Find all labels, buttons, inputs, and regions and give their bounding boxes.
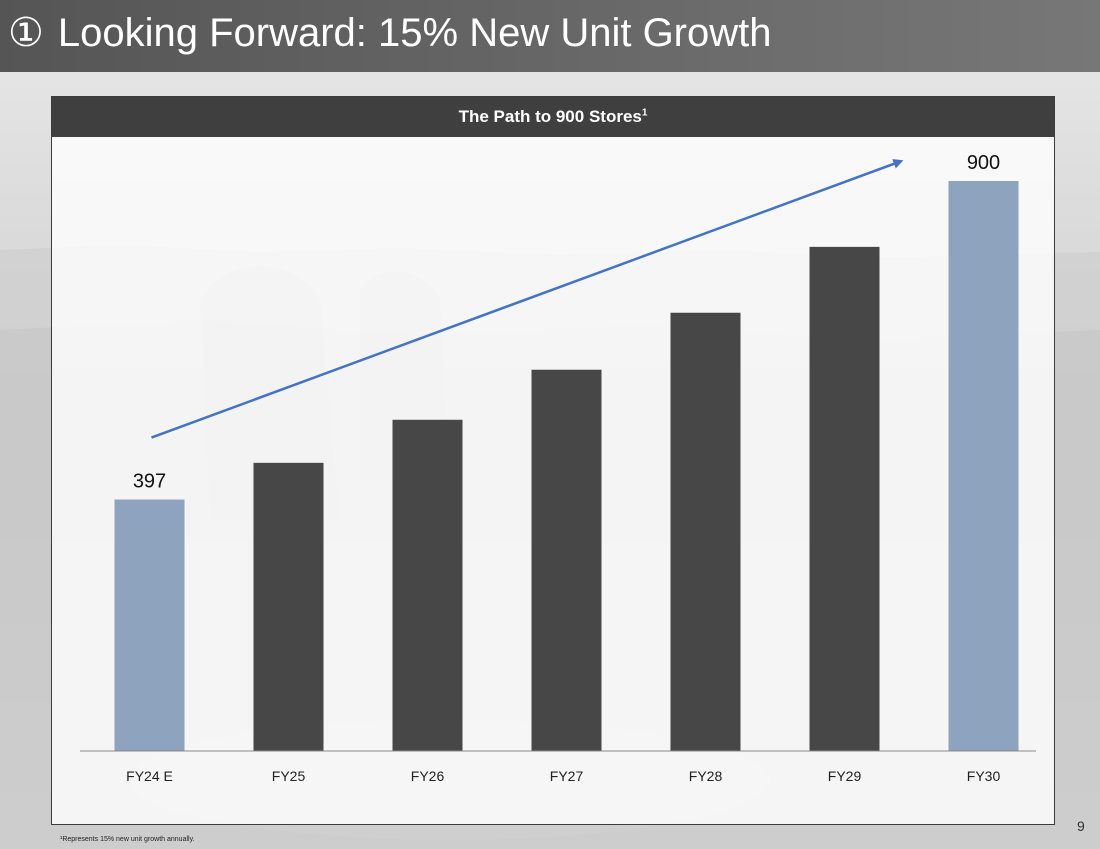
x-tick-label: FY24 E [126,768,173,784]
data-label: 900 [967,152,1000,174]
x-tick-label: FY26 [411,768,445,784]
page-number: 9 [1077,818,1085,834]
title-number: ① [8,11,44,55]
chart-title-footnote-marker: 1 [641,107,648,119]
footnote: ¹Represents 15% new unit growth annually… [60,836,195,843]
bar-fy28 [670,312,741,751]
bar-fy26 [392,419,463,751]
chart-title-text: The Path to 900 Stores [458,107,642,126]
trend-arrow [151,159,904,439]
chart-frame: The Path to 900 Stores1 FY24 E 397 FY25 FY2… [51,96,1055,825]
slide-title: ① Looking Forward: 15% New Unit Growth [8,10,772,56]
chart-title: The Path to 900 Stores1 [52,97,1054,137]
title-bar: ① Looking Forward: 15% New Unit Growth [0,0,1100,72]
x-tick-label: FY30 [967,768,1001,784]
slide-title-text: Looking Forward: 15% New Unit Growth [57,11,772,55]
bar-fy30 [948,181,1019,751]
bar-fy25 [253,462,324,751]
x-tick-label: FY29 [828,768,862,784]
bar-fy24-e [114,499,185,751]
bar-chart: FY24 E 397 FY25 FY26 FY27 FY28 FY29 FY30 900 [80,152,1036,784]
x-tick-label: FY25 [272,768,306,784]
bar-fy29 [809,246,880,751]
bar-fy27 [531,369,602,751]
data-label: 397 [133,471,166,493]
x-tick-label: FY27 [550,768,584,784]
x-tick-label: FY28 [689,768,723,784]
